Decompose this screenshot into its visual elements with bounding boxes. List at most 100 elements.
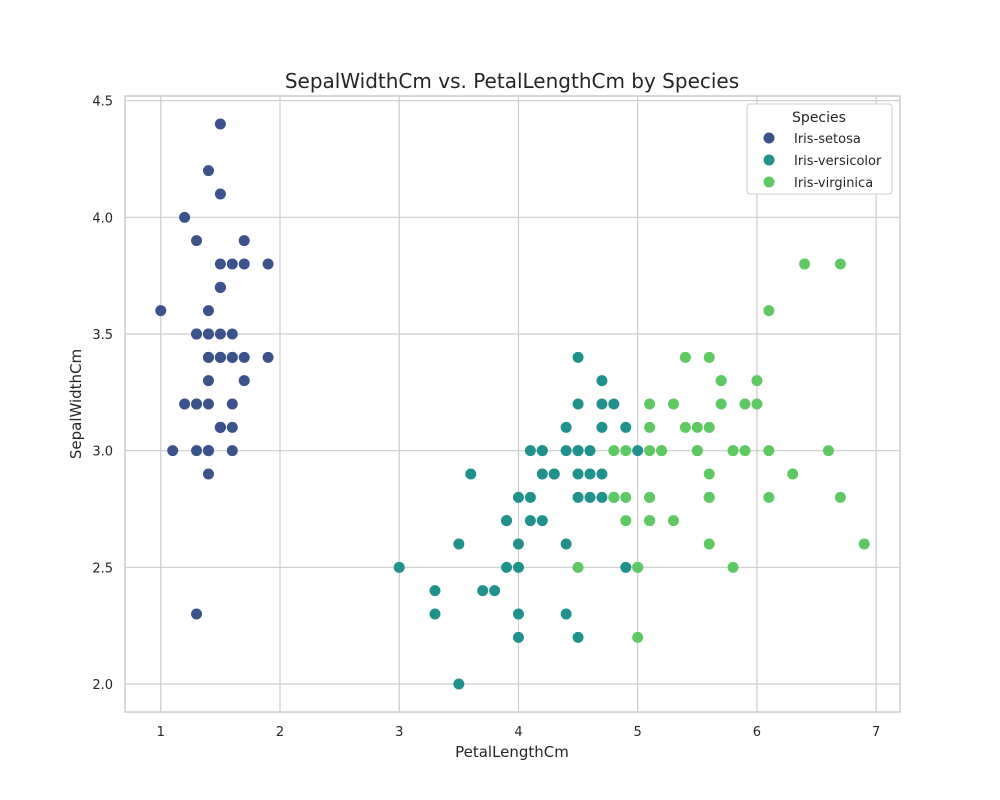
data-point bbox=[620, 561, 632, 573]
data-point bbox=[572, 445, 584, 457]
data-point bbox=[834, 491, 846, 503]
data-point bbox=[202, 445, 214, 457]
legend-marker-versicolor bbox=[763, 154, 775, 166]
data-point bbox=[214, 281, 226, 293]
data-point bbox=[560, 608, 572, 620]
data-point bbox=[715, 375, 727, 387]
data-point bbox=[572, 491, 584, 503]
data-point bbox=[429, 608, 441, 620]
x-tick-label: 5 bbox=[634, 725, 642, 740]
data-point bbox=[429, 585, 441, 597]
data-point bbox=[679, 421, 691, 433]
data-point bbox=[703, 538, 715, 550]
data-point bbox=[238, 235, 250, 247]
legend-marker-virginica bbox=[763, 176, 775, 188]
data-point bbox=[202, 398, 214, 410]
data-point bbox=[465, 468, 477, 480]
data-point bbox=[667, 515, 679, 527]
data-point bbox=[620, 491, 632, 503]
data-point bbox=[191, 445, 203, 457]
data-point bbox=[214, 351, 226, 363]
data-point bbox=[620, 421, 632, 433]
data-point bbox=[191, 608, 203, 620]
data-point bbox=[608, 445, 620, 457]
data-points bbox=[155, 118, 870, 690]
data-point bbox=[238, 351, 250, 363]
data-point bbox=[751, 398, 763, 410]
data-point bbox=[191, 398, 203, 410]
legend-label-virginica: Iris-virginica bbox=[794, 176, 873, 191]
legend-label-setosa: Iris-setosa bbox=[794, 132, 861, 147]
data-point bbox=[214, 118, 226, 130]
data-point bbox=[191, 328, 203, 340]
data-point bbox=[453, 538, 465, 550]
legend-box bbox=[746, 103, 893, 195]
data-point bbox=[512, 631, 524, 643]
data-point bbox=[596, 491, 608, 503]
x-tick-label: 4 bbox=[514, 725, 522, 740]
chart-title: SepalWidthCm vs. PetalLengthCm by Specie… bbox=[285, 69, 739, 93]
data-point bbox=[238, 375, 250, 387]
y-tick-label: 4.5 bbox=[92, 95, 113, 110]
x-tick-label: 3 bbox=[395, 725, 403, 740]
data-point bbox=[703, 491, 715, 503]
data-point bbox=[679, 351, 691, 363]
legend-label-versicolor: Iris-versicolor bbox=[794, 154, 882, 169]
data-point bbox=[572, 631, 584, 643]
x-tick-label: 2 bbox=[276, 725, 284, 740]
data-point bbox=[536, 515, 548, 527]
data-point bbox=[202, 328, 214, 340]
data-point bbox=[453, 678, 465, 690]
data-point bbox=[262, 258, 274, 270]
data-point bbox=[226, 258, 238, 270]
data-point bbox=[226, 445, 238, 457]
data-point bbox=[512, 561, 524, 573]
data-point bbox=[644, 421, 656, 433]
data-point bbox=[226, 328, 238, 340]
data-point bbox=[560, 538, 572, 550]
y-axis-label: SepalWidthCm bbox=[67, 349, 85, 459]
data-point bbox=[822, 445, 834, 457]
data-point bbox=[608, 491, 620, 503]
data-point bbox=[214, 188, 226, 200]
data-point bbox=[584, 491, 596, 503]
data-point bbox=[763, 445, 775, 457]
data-point bbox=[667, 398, 679, 410]
data-point bbox=[727, 561, 739, 573]
data-point bbox=[727, 445, 739, 457]
data-point bbox=[584, 468, 596, 480]
data-point bbox=[226, 351, 238, 363]
data-point bbox=[179, 211, 191, 223]
data-point bbox=[202, 468, 214, 480]
data-point bbox=[202, 165, 214, 177]
y-tick-label: 4.0 bbox=[92, 211, 113, 226]
data-point bbox=[799, 258, 811, 270]
data-point bbox=[620, 445, 632, 457]
data-point bbox=[548, 468, 560, 480]
data-point bbox=[560, 421, 572, 433]
data-point bbox=[596, 421, 608, 433]
data-point bbox=[214, 258, 226, 270]
data-point bbox=[572, 398, 584, 410]
data-point bbox=[572, 351, 584, 363]
y-tick-label: 2.0 bbox=[92, 678, 113, 693]
data-point bbox=[202, 351, 214, 363]
data-point bbox=[202, 305, 214, 317]
x-axis-label: PetalLengthCm bbox=[455, 743, 569, 761]
y-tick-label: 3.0 bbox=[92, 445, 113, 460]
data-point bbox=[608, 398, 620, 410]
data-point bbox=[214, 328, 226, 340]
data-point bbox=[536, 445, 548, 457]
tick-labels: 1 2 3 4 5 6 7 2.0 2.5 3.0 3.5 4.0 4.5 bbox=[92, 95, 880, 740]
data-point bbox=[584, 445, 596, 457]
y-tick-label: 2.5 bbox=[92, 561, 113, 576]
data-point bbox=[739, 445, 751, 457]
data-point bbox=[691, 445, 703, 457]
data-point bbox=[632, 445, 644, 457]
data-point bbox=[179, 398, 191, 410]
data-point bbox=[644, 491, 656, 503]
data-point bbox=[656, 445, 668, 457]
y-tick-label: 3.5 bbox=[92, 328, 113, 343]
data-point bbox=[524, 515, 536, 527]
